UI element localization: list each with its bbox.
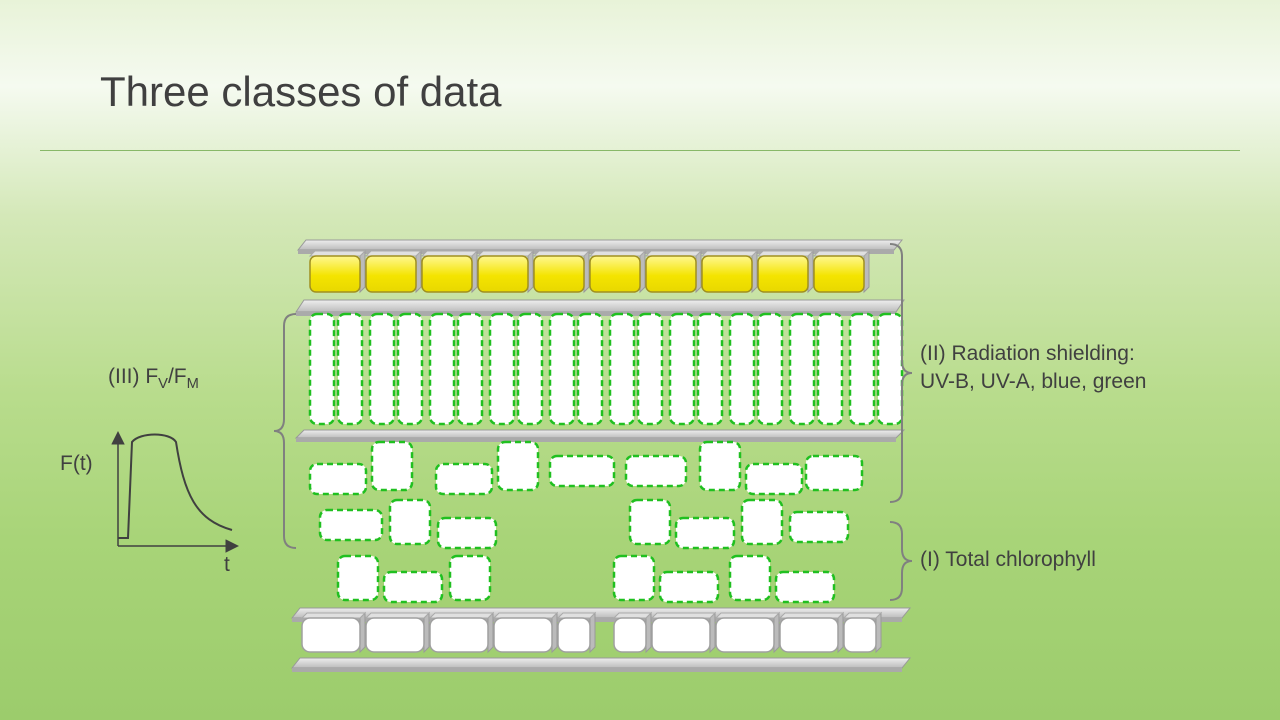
spongy-mesophyll-cells xyxy=(310,442,862,602)
palisade-mesophyll-row xyxy=(310,314,902,424)
fluorescence-curve-chart xyxy=(118,434,236,546)
lower-epidermis-row xyxy=(302,613,881,652)
leaf-cross-section-diagram xyxy=(0,0,1280,720)
upper-epidermis-row xyxy=(310,251,869,292)
